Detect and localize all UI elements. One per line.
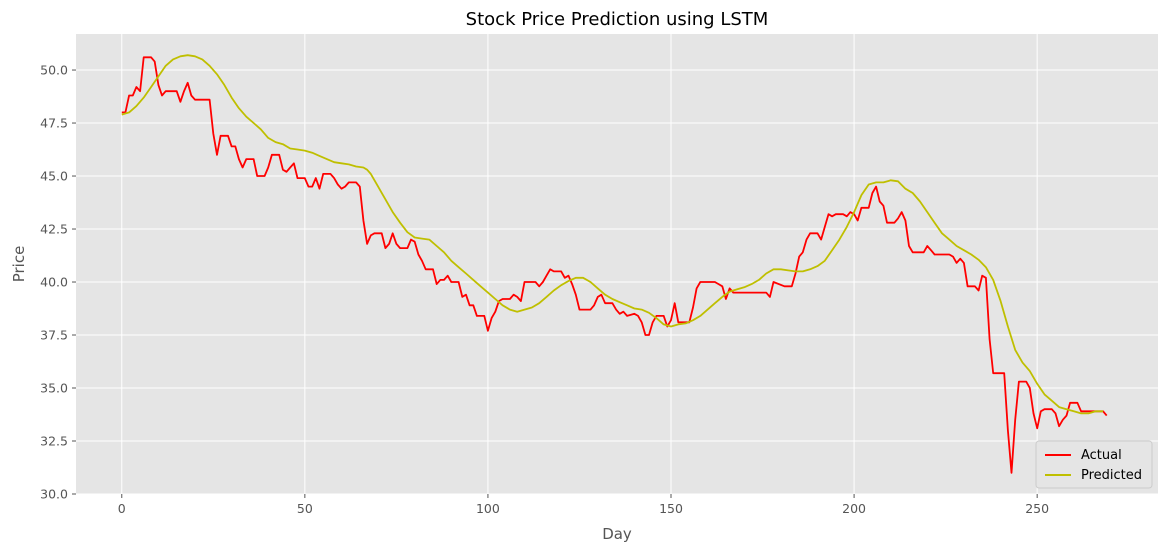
plot-area: [76, 34, 1158, 494]
x-tick-label: 200: [842, 501, 866, 516]
y-tick-label: 37.5: [40, 328, 68, 343]
legend: Actual Predicted: [1035, 440, 1153, 489]
chart-title: Stock Price Prediction using LSTM: [466, 9, 769, 30]
x-tick-label: 150: [659, 501, 683, 516]
y-tick-label: 40.0: [40, 275, 68, 290]
y-axis-label: Price: [10, 246, 28, 283]
x-tick-label: 250: [1025, 501, 1049, 516]
series-group: [121, 54, 1108, 474]
x-axis-ticks: 0 50 100 150 200 250: [118, 494, 1049, 516]
legend-label-predicted: Predicted: [1081, 468, 1142, 483]
y-tick-label: 47.5: [40, 116, 68, 131]
y-axis-ticks: 30.0 32.5 35.0 37.5 40.0 42.5 45.0 47.5 50.0: [40, 63, 76, 502]
x-tick-label: 100: [476, 501, 500, 516]
x-tick-label: 50: [297, 501, 313, 516]
y-tick-label: 50.0: [40, 63, 68, 78]
grid: [76, 34, 1158, 495]
x-axis-label: Day: [602, 525, 632, 543]
y-tick-label: 30.0: [40, 487, 68, 502]
series-line-actual: [121, 56, 1108, 474]
legend-label-actual: Actual: [1081, 448, 1122, 463]
y-tick-label: 35.0: [40, 381, 68, 396]
y-tick-label: 45.0: [40, 169, 68, 184]
y-tick-label: 42.5: [40, 222, 68, 237]
legend-box: [1035, 440, 1153, 489]
series-line-predicted: [121, 54, 1104, 415]
y-tick-label: 32.5: [40, 434, 68, 449]
x-tick-label: 0: [118, 501, 126, 516]
